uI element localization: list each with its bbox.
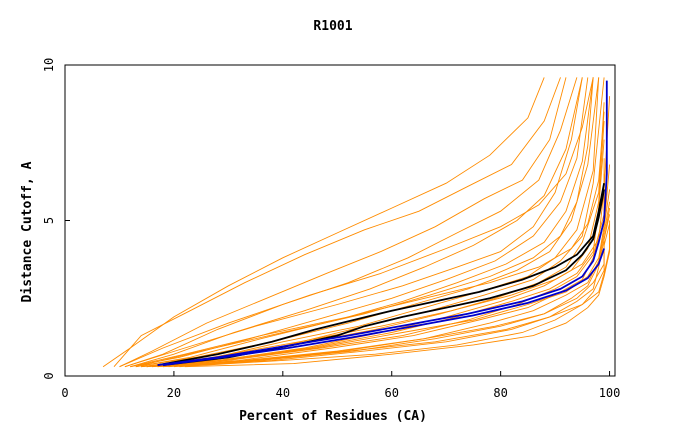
model-series-line-21: [135, 77, 594, 368]
chart-title: R1001: [313, 19, 352, 34]
model-series-line-4: [130, 77, 583, 368]
plot-frame: [64, 64, 616, 377]
model-series-line-23: [141, 96, 611, 368]
y-tick-label: 5: [42, 217, 56, 224]
model-series-line-6: [135, 77, 594, 368]
model-series-line-27: [146, 164, 611, 368]
model-series-line-24: [157, 208, 611, 368]
x-axis-label: Percent of Residues (CA): [239, 409, 427, 424]
model-series-line-11: [146, 120, 605, 368]
x-tick-label: 20: [167, 386, 181, 400]
highlight-series-line-31: [162, 248, 605, 366]
x-tick-label: 40: [276, 386, 290, 400]
x-tick-label: 60: [385, 386, 399, 400]
y-axis-label: Distance Cutoff, A: [20, 161, 35, 302]
model-series-line-20: [124, 77, 583, 368]
highlight-series-line-30: [157, 80, 608, 366]
highlight-series-line-29: [157, 183, 605, 366]
axis-ticks: 0 20 40 60 80 100 0 5 10: [42, 58, 620, 400]
model-series-line-25: [162, 220, 611, 368]
y-tick-label: 0: [42, 372, 56, 379]
x-tick-label: 0: [61, 386, 68, 400]
model-series-line-3: [124, 77, 578, 368]
x-tick-label: 80: [493, 386, 507, 400]
model-series-line-1: [113, 77, 561, 367]
model-series-line-2: [119, 77, 567, 368]
model-series-line-0: [102, 77, 545, 368]
model-series-line-14: [157, 173, 605, 368]
model-series-line-5: [130, 77, 589, 368]
model-series-line-26: [130, 111, 605, 368]
model-series-line-12: [152, 139, 605, 368]
series-group: [102, 77, 611, 368]
y-tick-label: 10: [42, 58, 56, 72]
model-series-line-22: [119, 77, 594, 368]
model-series-line-19: [184, 232, 611, 368]
x-tick-label: 100: [599, 386, 621, 400]
